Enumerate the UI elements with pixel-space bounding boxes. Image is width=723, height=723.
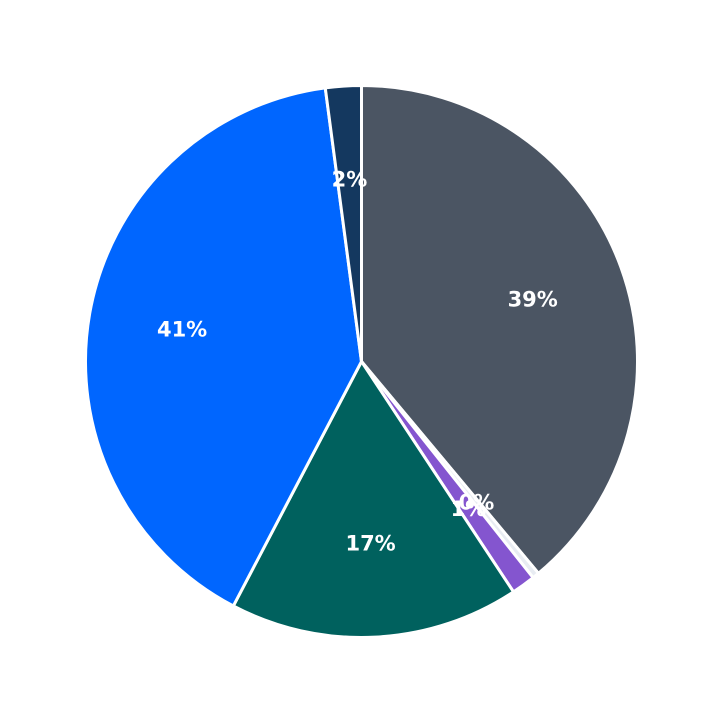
pie-slice-label-2: 1% (451, 497, 487, 521)
pie-slice-label-3: 17% (345, 531, 395, 555)
pie-slice-3 (231, 360, 515, 640)
pie-slice-label-0: 39% (508, 287, 558, 311)
pie-slices (83, 84, 639, 640)
pie-labels: 39% 0%1% 17% 41% 2% (157, 168, 558, 556)
pie-slice-label-5: 2% (332, 168, 368, 192)
pie-slice-5 (323, 84, 363, 363)
pie-slice-label-1: 0% (459, 491, 495, 515)
pie-slice-label-4: 41% (157, 318, 207, 342)
pie-slice-0 (360, 84, 639, 575)
pie-slice-4 (83, 86, 363, 608)
